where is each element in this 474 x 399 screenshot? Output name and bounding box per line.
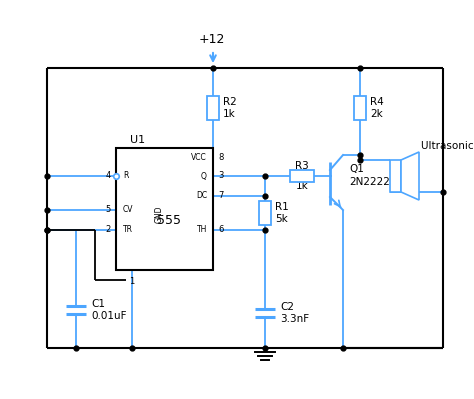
Bar xyxy=(354,96,366,120)
Text: C1: C1 xyxy=(91,299,105,309)
Text: 0.01uF: 0.01uF xyxy=(91,311,127,321)
Text: 7: 7 xyxy=(218,192,223,201)
Text: C2: C2 xyxy=(280,302,294,312)
Text: TR: TR xyxy=(123,225,133,235)
Text: 1k: 1k xyxy=(296,181,309,191)
Text: U1: U1 xyxy=(130,135,146,145)
Text: R3: R3 xyxy=(295,161,309,171)
Text: DC: DC xyxy=(196,192,207,201)
Text: R1: R1 xyxy=(275,202,289,212)
Text: 2k: 2k xyxy=(370,109,383,119)
Text: 2N2222: 2N2222 xyxy=(349,177,390,187)
Bar xyxy=(290,170,314,182)
Text: R2: R2 xyxy=(223,97,237,107)
Text: CV: CV xyxy=(123,205,134,215)
Text: 6: 6 xyxy=(218,225,223,235)
Text: 5k: 5k xyxy=(275,214,288,224)
Text: 5: 5 xyxy=(106,205,111,215)
Text: R4: R4 xyxy=(370,97,384,107)
Text: Ultrasonic transducer: Ultrasonic transducer xyxy=(421,141,474,151)
Text: 3.3nF: 3.3nF xyxy=(280,314,309,324)
Polygon shape xyxy=(401,152,419,200)
Text: 1: 1 xyxy=(129,277,135,286)
Text: 8: 8 xyxy=(218,152,223,162)
Bar xyxy=(259,201,271,225)
Text: 555: 555 xyxy=(157,215,182,227)
Text: R: R xyxy=(123,172,128,180)
Text: 4: 4 xyxy=(106,172,111,180)
Bar xyxy=(207,96,219,120)
Text: Q1: Q1 xyxy=(349,164,364,174)
Text: 1k: 1k xyxy=(223,109,236,119)
Text: 2: 2 xyxy=(106,225,111,235)
Text: GND: GND xyxy=(155,205,164,223)
Text: 3: 3 xyxy=(218,172,223,180)
Text: VCC: VCC xyxy=(191,152,207,162)
Bar xyxy=(390,160,401,192)
Text: Q: Q xyxy=(201,172,207,180)
Text: TH: TH xyxy=(197,225,207,235)
Bar xyxy=(116,148,213,270)
Text: +12: +12 xyxy=(199,33,225,46)
